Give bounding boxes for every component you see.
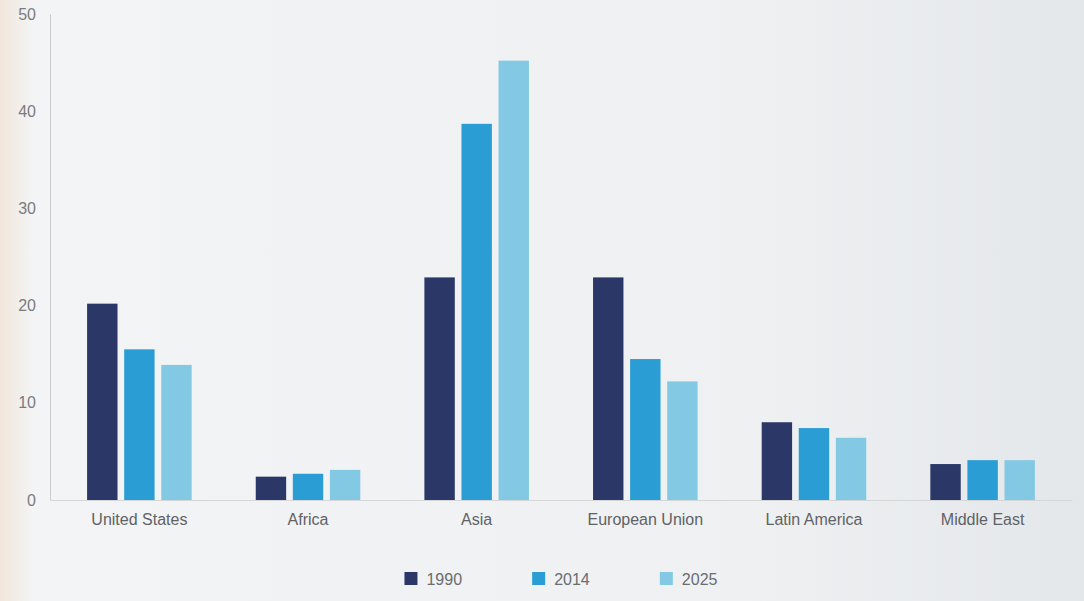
- x-tick-label: European Union: [588, 511, 704, 528]
- y-axis-line: [50, 15, 51, 501]
- legend: 1990 2014 2025: [404, 571, 717, 588]
- y-tick: 0: [27, 492, 50, 509]
- chart: 0 10 20 30 40 50 United States Africa Asia Europe…: [0, 0, 1084, 601]
- bar: [293, 474, 323, 500]
- plot: 0 10 20 30 40 50 United States Africa Asia Europe…: [18, 6, 1072, 529]
- x-tick-label: Africa: [288, 511, 329, 528]
- bar: [799, 428, 829, 500]
- y-tick: 50: [18, 6, 50, 23]
- y-tick-label: 0: [27, 492, 36, 509]
- y-tick-label: 50: [18, 6, 36, 23]
- y-axis: 0 10 20 30 40 50: [18, 6, 50, 509]
- y-tick-label: 20: [18, 297, 36, 314]
- bar: [256, 477, 286, 500]
- x-tick-label: United States: [91, 511, 187, 528]
- bar: [593, 277, 623, 500]
- legend-label: 1990: [426, 571, 462, 588]
- x-axis: United States Africa Asia European Union Lat…: [51, 500, 1073, 528]
- legend-item: 2014: [532, 571, 590, 588]
- series: [124, 124, 998, 500]
- bars: [87, 61, 1035, 500]
- legend-item: 1990: [404, 571, 462, 588]
- legend-label: 2025: [682, 571, 718, 588]
- x-tick: Latin America: [766, 500, 863, 528]
- bar: [330, 470, 360, 500]
- bar: [930, 464, 960, 500]
- legend-item: 2025: [660, 571, 718, 588]
- x-axis-line: [51, 500, 1073, 501]
- bar: [87, 304, 117, 500]
- legend-swatch: [404, 572, 417, 585]
- bar: [161, 365, 191, 500]
- y-tick: 10: [18, 394, 50, 411]
- x-tick: Africa: [288, 500, 329, 528]
- legend-swatch: [532, 572, 545, 585]
- x-tick-label: Latin America: [766, 511, 863, 528]
- y-tick: 20: [18, 297, 50, 314]
- bar: [461, 124, 491, 500]
- y-tick: 30: [18, 200, 50, 217]
- legend-swatch: [660, 572, 673, 585]
- bar: [630, 359, 660, 500]
- bar: [1004, 460, 1034, 500]
- y-tick-label: 40: [18, 103, 36, 120]
- x-tick: Asia: [461, 500, 492, 528]
- x-tick: Middle East: [941, 500, 1025, 528]
- series: [161, 61, 1035, 500]
- bar: [667, 381, 697, 500]
- bar: [762, 422, 792, 500]
- y-tick-label: 10: [18, 394, 36, 411]
- x-tick-label: Asia: [461, 511, 492, 528]
- x-tick-label: Middle East: [941, 511, 1025, 528]
- bar: [499, 61, 529, 500]
- x-tick: United States: [91, 500, 187, 528]
- x-tick: European Union: [588, 500, 704, 528]
- background: [0, 0, 1084, 601]
- bar: [424, 277, 454, 500]
- bar: [967, 460, 997, 500]
- y-tick-label: 30: [18, 200, 36, 217]
- legend-label: 2014: [554, 571, 590, 588]
- y-tick: 40: [18, 103, 50, 120]
- bar: [836, 438, 866, 500]
- bar: [124, 349, 154, 500]
